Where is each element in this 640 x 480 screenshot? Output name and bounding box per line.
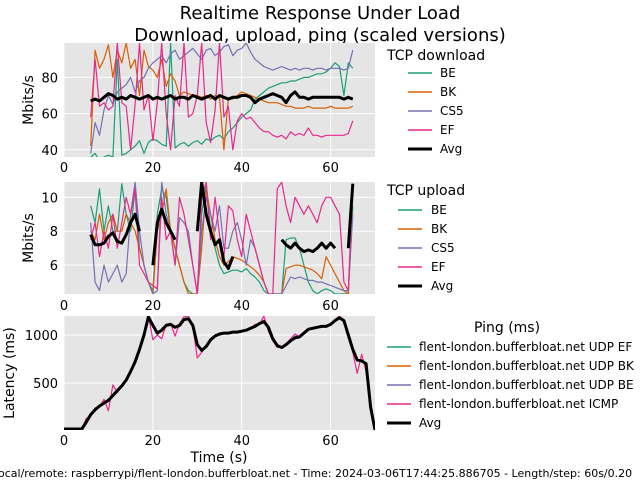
legend-entry: CS5	[440, 104, 464, 118]
legend-entry: BE	[440, 66, 456, 80]
y-tick-label: 500	[33, 377, 58, 392]
x-tick-label: 40	[233, 299, 250, 314]
x-tick-label: 60	[322, 161, 339, 176]
y-tick-label: 8	[50, 225, 58, 240]
legend: TCP download BE BK CS5 EF Avg	[386, 48, 485, 156]
series-line-cs5	[90, 182, 354, 294]
x-tick-label: 40	[233, 161, 250, 176]
x-tick-label: 20	[145, 434, 162, 449]
series-line-avg	[64, 316, 375, 430]
y-tick-label: 1000	[25, 329, 58, 344]
x-tick-label: 20	[145, 299, 162, 314]
legend-entry: Avg	[419, 416, 441, 430]
legend-title: Ping (ms)	[474, 320, 540, 336]
panel-1: 0 20 40 60 6 8 10 Mbits/s TCP upload BE BK CS5 EF Avg	[21, 182, 465, 314]
x-tick-label: 0	[60, 434, 68, 449]
y-tick-label: 60	[41, 108, 58, 123]
series-line-bk	[90, 43, 354, 151]
legend-entry: BK	[440, 85, 457, 99]
legend-entry: BE	[431, 203, 447, 217]
legend: TCP upload BE BK CS5 EF Avg	[386, 183, 465, 293]
x-tick-label: 0	[60, 161, 68, 176]
series-line-avg	[90, 90, 354, 105]
legend-entry: BK	[431, 222, 448, 236]
legend-entry: flent-london.bufferbloat.net UDP EF	[419, 340, 632, 354]
series-line-bk	[90, 188, 354, 294]
series-line-avg	[89, 182, 355, 270]
legend-entry: EF	[440, 123, 455, 137]
series-line-ef	[90, 43, 354, 151]
y-axis-label: Latency (ms)	[2, 327, 18, 419]
y-axis-label: Mbits/s	[21, 213, 37, 263]
legend-entry: Avg	[431, 279, 453, 293]
legend: Ping (ms) flent-london.bufferbloat.net UD…	[387, 320, 635, 430]
x-tick-label: 20	[145, 161, 162, 176]
legend-title: TCP download	[386, 48, 485, 64]
x-tick-label: 60	[322, 299, 339, 314]
legend-entry: flent-london.bufferbloat.net ICMP	[419, 397, 618, 411]
x-tick-label: 40	[233, 434, 250, 449]
panel-0: 0 20 40 60 40 60 80 Mbits/s TCP download BE BK CS5 E…	[21, 43, 485, 176]
footer-metadata: ocal/remote: raspberrypi/flent-london.bu…	[0, 467, 632, 480]
legend-entry: EF	[431, 260, 446, 274]
legend-entry: flent-london.bufferbloat.net UDP BE	[419, 378, 634, 392]
series-line-cs5	[90, 43, 354, 154]
chart-title-line1: Realtime Response Under Load	[180, 3, 461, 24]
y-tick-label: 80	[41, 71, 58, 86]
legend-title: TCP upload	[386, 183, 465, 199]
y-axis-label: Mbits/s	[21, 75, 37, 125]
legend-entry: flent-london.bufferbloat.net UDP BK	[419, 359, 635, 373]
y-tick-label: 6	[50, 259, 58, 274]
legend-entry: CS5	[431, 241, 455, 255]
x-tick-label: 60	[322, 434, 339, 449]
legend-entry: Avg	[440, 142, 462, 156]
chart-title-line2: Download, upload, ping (scaled versions)	[134, 25, 506, 46]
y-tick-label: 40	[41, 144, 58, 159]
series-line-be	[90, 43, 354, 157]
x-tick-label: 0	[60, 299, 68, 314]
panel-2: 0 20 40 60 500 1000 Latency (ms) Ping (ms) flent…	[2, 316, 635, 449]
x-axis-label: Time (s)	[190, 450, 248, 466]
y-tick-label: 10	[41, 191, 58, 206]
